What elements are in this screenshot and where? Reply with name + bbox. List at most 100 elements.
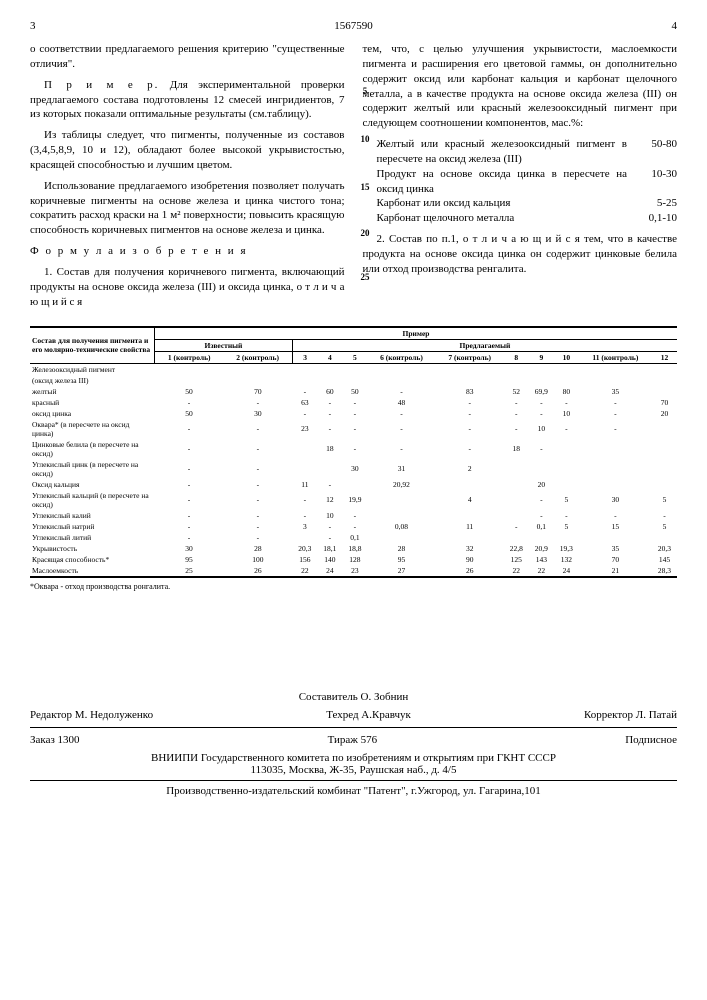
cell xyxy=(223,363,292,375)
cell: - xyxy=(579,419,652,439)
cell: 30 xyxy=(155,543,224,554)
cell: 60 xyxy=(317,386,342,397)
sign: Подписное xyxy=(625,734,677,746)
cell xyxy=(554,363,579,375)
table-subheader: Предлагаемый xyxy=(292,339,677,351)
body-text: о соответствии предлагаемого решения кри… xyxy=(30,42,677,316)
cell xyxy=(529,363,554,375)
cell: 83 xyxy=(436,386,504,397)
cell: 0,08 xyxy=(367,521,435,532)
table-row: Углекислый литий---0,1 xyxy=(30,532,677,543)
table-row: Углекислый натрий--3--0,0811-0,15155 xyxy=(30,521,677,532)
cell: 69,9 xyxy=(529,386,554,397)
cell xyxy=(652,439,677,459)
row-label: Красящая способность* xyxy=(30,554,155,565)
cell: 52 xyxy=(504,386,529,397)
cell: 80 xyxy=(554,386,579,397)
cell xyxy=(504,532,529,543)
row-label: оксид цинка xyxy=(30,408,155,419)
table-row: красный--63--48-----70 xyxy=(30,397,677,408)
row-label: Оквара* (в пересчете на оксид цинка) xyxy=(30,419,155,439)
para: Из таблицы следует, что пигменты, получе… xyxy=(30,128,345,173)
cell: 70 xyxy=(579,554,652,565)
cell: 25 xyxy=(155,565,224,577)
claim-1: 1. Состав для получения коричневого пигм… xyxy=(30,265,345,310)
cell: - xyxy=(579,408,652,419)
cell xyxy=(292,375,317,386)
left-column: о соответствии предлагаемого решения кри… xyxy=(30,42,345,316)
comp-value: 10-30 xyxy=(627,167,677,197)
cell: 11 xyxy=(436,521,504,532)
col-header: 3 xyxy=(292,351,317,363)
table-row: Цинковые белила (в пересчете на оксид)--… xyxy=(30,439,677,459)
cell: - xyxy=(292,510,317,521)
cell: - xyxy=(155,510,224,521)
cell: 22 xyxy=(504,565,529,577)
cell: - xyxy=(504,521,529,532)
cell: 20 xyxy=(652,408,677,419)
cell: - xyxy=(367,408,435,419)
editor: Редактор М. Недолуженко xyxy=(30,709,153,721)
cell: 15 xyxy=(579,521,652,532)
cell xyxy=(579,479,652,490)
col-header: 5 xyxy=(342,351,367,363)
cell xyxy=(579,532,652,543)
cell: 27 xyxy=(367,565,435,577)
cell: 11 xyxy=(292,479,317,490)
cell: 5 xyxy=(554,490,579,510)
cell: - xyxy=(155,479,224,490)
formula-title: Ф о р м у л а и з о б р е т е н и я xyxy=(30,244,345,259)
comp-value: 0,1-10 xyxy=(627,211,677,226)
table-row: оксид цинка5030-------10-20 xyxy=(30,408,677,419)
cell xyxy=(317,459,342,479)
cell: 22 xyxy=(529,565,554,577)
cell xyxy=(554,532,579,543)
cell: - xyxy=(529,439,554,459)
page-left: 3 xyxy=(30,20,36,32)
cell: 30 xyxy=(342,459,367,479)
cell: - xyxy=(155,490,224,510)
row-label: Углекислый натрий xyxy=(30,521,155,532)
cell: - xyxy=(317,408,342,419)
line-number: 5 xyxy=(355,86,375,96)
patent-number: 1567590 xyxy=(334,20,373,32)
cell: - xyxy=(317,479,342,490)
cell xyxy=(504,375,529,386)
row-label: Углекислый кальций (в пересчете на оксид… xyxy=(30,490,155,510)
component-row: Карбонат или оксид кальция5-25 xyxy=(377,196,678,211)
comp-label: Карбонат или оксид кальция xyxy=(377,196,628,211)
tirazh: Тираж 576 xyxy=(328,734,378,746)
cell xyxy=(367,490,435,510)
cell xyxy=(504,510,529,521)
line-number: 20 xyxy=(355,228,375,238)
cell: - xyxy=(367,439,435,459)
cell: - xyxy=(529,490,554,510)
row-label: желтый xyxy=(30,386,155,397)
row-label: Оксид кальция xyxy=(30,479,155,490)
cell: 50 xyxy=(155,408,224,419)
cell: - xyxy=(223,490,292,510)
cell xyxy=(652,375,677,386)
cell: - xyxy=(223,397,292,408)
row-label: Железооксидный пигмент xyxy=(30,363,155,375)
cell: - xyxy=(317,397,342,408)
line-number: 25 xyxy=(355,272,375,282)
row-label: Маслоемкость xyxy=(30,565,155,577)
cell: 12 xyxy=(317,490,342,510)
order: Заказ 1300 xyxy=(30,734,80,746)
col-header: 10 xyxy=(554,351,579,363)
cell xyxy=(554,459,579,479)
cell: - xyxy=(292,408,317,419)
comp-label: Желтый или красный железооксидный пигмен… xyxy=(377,137,628,167)
cell: 22,8 xyxy=(504,543,529,554)
cell xyxy=(554,479,579,490)
cell: 20,9 xyxy=(529,543,554,554)
row-label: (оксид железа III) xyxy=(30,375,155,386)
cell: - xyxy=(436,397,504,408)
cell xyxy=(529,375,554,386)
cell: - xyxy=(223,419,292,439)
row-label: Углекислый литий xyxy=(30,532,155,543)
cell xyxy=(652,532,677,543)
cell: 143 xyxy=(529,554,554,565)
cell: - xyxy=(292,386,317,397)
